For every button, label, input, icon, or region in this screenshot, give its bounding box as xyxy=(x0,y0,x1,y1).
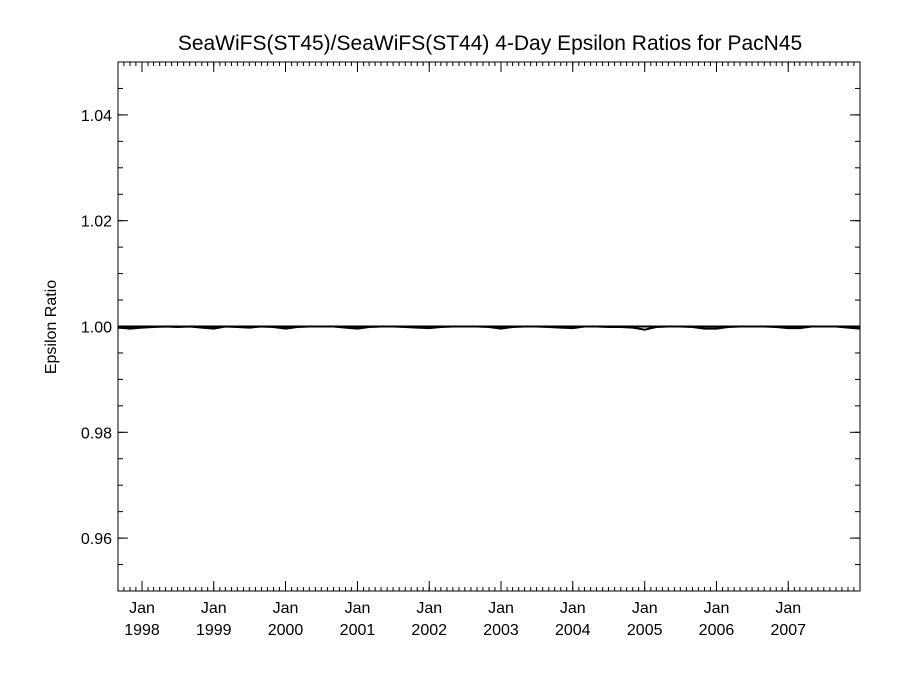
x-tick-label-month: Jan xyxy=(704,600,730,617)
x-tick-label-year: 2007 xyxy=(770,622,806,639)
x-tick-label-year: 2000 xyxy=(268,622,304,639)
x-tick-label-month: Jan xyxy=(273,600,299,617)
series-lines xyxy=(117,325,860,331)
x-tick-label-month: Jan xyxy=(632,600,658,617)
x-tick-label-year: 2001 xyxy=(340,622,376,639)
x-tick-label-month: Jan xyxy=(201,600,227,617)
x-tick-label-month: Jan xyxy=(775,600,801,617)
y-axis-label: Epsilon Ratio xyxy=(43,280,60,374)
y-tick-label: 0.96 xyxy=(81,531,112,548)
y-tick-label: 1.02 xyxy=(81,214,112,231)
chart-title: SeaWiFS(ST45)/SeaWiFS(ST44) 4-Day Epsilo… xyxy=(178,32,802,55)
x-tick-label-year: 1999 xyxy=(196,622,232,639)
x-ticks: Jan 1998 Jan 1999 Jan 2000 Jan 2001 Jan 2002 Jan 20… xyxy=(124,62,806,639)
x-tick-label-month: Jan xyxy=(345,600,371,617)
y-ticks: 0.96 0.98 1.00 1.02 1.04 xyxy=(81,108,860,548)
y-tick-label: 1.04 xyxy=(81,108,112,125)
x-tick-label-year: 2005 xyxy=(627,622,663,639)
x-tick-label-year: 1998 xyxy=(124,622,160,639)
x-tick-label-year: 2002 xyxy=(411,622,447,639)
x-tick-label-month: Jan xyxy=(560,600,586,617)
y-tick-label: 1.00 xyxy=(81,320,112,337)
x-tick-label-month: Jan xyxy=(129,600,155,617)
x-tick-label-month: Jan xyxy=(416,600,442,617)
x-tick-label-year: 2006 xyxy=(699,622,735,639)
x-tick-label-year: 2003 xyxy=(483,622,519,639)
x-tick-label-year: 2004 xyxy=(555,622,591,639)
y-tick-label: 0.98 xyxy=(81,425,112,442)
x-tick-label-month: Jan xyxy=(488,600,514,617)
